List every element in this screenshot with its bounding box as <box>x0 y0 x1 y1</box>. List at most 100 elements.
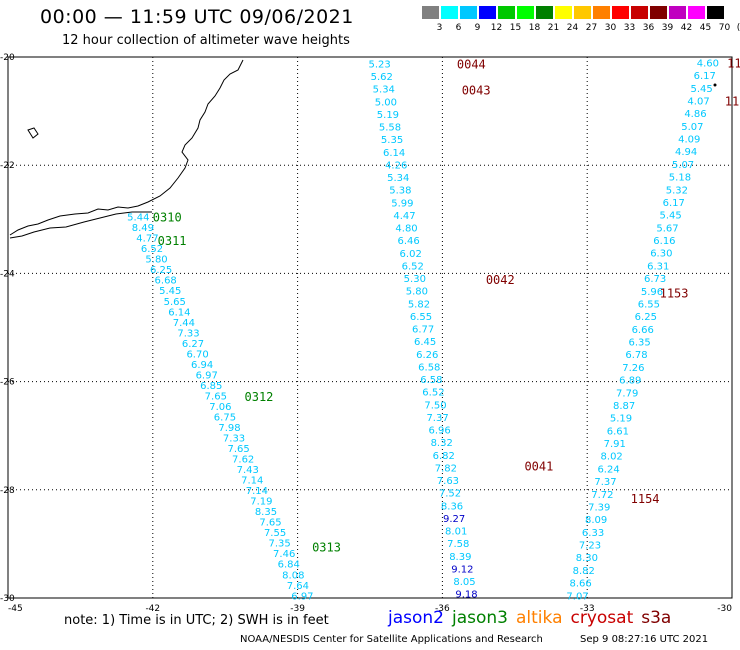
wave-height-value: 7.64 <box>287 581 309 592</box>
wave-height-value: 5.30 <box>404 274 426 285</box>
wave-height-value: 6.96 <box>429 426 451 437</box>
wave-height-value: 6.46 <box>397 236 419 247</box>
wave-height-value: 7.65 <box>205 391 227 402</box>
wave-height-value: 8.05 <box>453 577 475 588</box>
scale-label: 9 <box>474 23 481 33</box>
wave-height-value: 6.58 <box>420 375 442 386</box>
satellite-legend-jason3: jason3 <box>452 608 508 628</box>
wave-height-value: 7.35 <box>269 539 291 550</box>
wave-height-value: 7.23 <box>579 541 601 552</box>
wave-height-value: 7.43 <box>237 465 259 476</box>
y-tick-label: -30 <box>0 594 15 604</box>
wave-height-value: 7.26 <box>622 363 644 374</box>
scale-swatch <box>479 6 496 19</box>
coastline <box>9 59 244 236</box>
wave-height-value: 7.39 <box>588 502 610 513</box>
wave-height-value: 8.82 <box>573 566 595 577</box>
satellite-legend-cryosat: cryosat <box>570 608 634 628</box>
pass-time-label: 0310 <box>153 211 182 225</box>
x-tick-label: -33 <box>580 604 595 614</box>
pass-time-label: 1153 <box>660 286 689 300</box>
wave-height-value: 8.39 <box>449 552 471 563</box>
wave-height-value: 6.61 <box>607 426 629 437</box>
x-tick-label: -36 <box>435 604 450 614</box>
wave-height-value: 6.97 <box>291 591 313 602</box>
x-tick-label: -30 <box>717 604 732 614</box>
wave-height-value: 4.47 <box>393 211 415 222</box>
wave-height-value: 7.62 <box>232 455 254 466</box>
wave-height-value: 9.27 <box>443 514 465 525</box>
page-subtitle: 12 hour collection of altimeter wave hei… <box>62 33 350 48</box>
generated-timestamp: Sep 9 08:27:16 UTC 2021 <box>580 634 709 645</box>
scale-label: 33 <box>623 23 636 33</box>
wave-height-value: 6.84 <box>278 560 300 571</box>
wave-height-value: 6.35 <box>628 338 650 349</box>
wave-height-value: 6.55 <box>638 299 660 310</box>
wave-height-value: 5.32 <box>666 185 688 196</box>
pass-time-label: 0042 <box>486 273 515 287</box>
wave-height-value: 8.36 <box>441 501 463 512</box>
wave-height-value: 7.07 <box>566 591 588 602</box>
scale-label: (ft) <box>736 23 740 33</box>
wave-height-value: 6.75 <box>214 412 236 423</box>
wave-height-value: 4.26 <box>385 160 407 171</box>
credit-line: NOAA/NESDIS Center for Satellite Applica… <box>240 634 543 645</box>
wave-height-value: 7.06 <box>209 402 231 413</box>
wave-height-value: 5.34 <box>373 85 395 96</box>
scale-swatch <box>555 6 572 19</box>
scale-swatch <box>422 6 439 19</box>
scale-swatch <box>574 6 591 19</box>
wave-height-value: 4.80 <box>395 224 417 235</box>
wave-height-value: 6.58 <box>418 362 440 373</box>
wave-height-value: 5.45 <box>659 211 681 222</box>
wave-height-value: 6.25 <box>635 312 657 323</box>
scale-swatch <box>498 6 515 19</box>
scale-swatch <box>460 6 477 19</box>
scale-label: 21 <box>547 23 560 33</box>
wave-height-value: 6.31 <box>647 261 669 272</box>
wave-height-value: 6.14 <box>168 307 190 318</box>
y-tick-label: -22 <box>0 161 15 171</box>
wave-height-value: 8.32 <box>431 438 453 449</box>
footer-note: note: 1) Time is in UTC; 2) SWH is in fe… <box>64 613 329 628</box>
scale-swatch <box>669 6 686 19</box>
wave-height-value: 7.72 <box>591 490 613 501</box>
y-tick-label: -28 <box>0 486 15 496</box>
wave-height-value: 6.82 <box>433 451 455 462</box>
wave-height-value: 6.94 <box>191 360 213 371</box>
island <box>27 127 39 139</box>
y-tick-label: -20 <box>0 53 15 63</box>
wave-height-value: 6.27 <box>182 339 204 350</box>
wave-height-value: 5.82 <box>408 299 430 310</box>
wave-height-value: 8.66 <box>570 579 592 590</box>
wave-height-value: 6.52 <box>422 388 444 399</box>
pass-time-label: 1154 <box>631 492 660 506</box>
wave-height-value: 6.52 <box>402 261 424 272</box>
wave-height-value: 6.70 <box>186 349 208 360</box>
wave-height-value: 7.46 <box>273 549 295 560</box>
scale-swatch <box>631 6 648 19</box>
pass-time-label: 0041 <box>524 459 553 473</box>
satellite-legend-s3a: s3a <box>641 608 672 628</box>
x-tick-label: -39 <box>290 604 305 614</box>
coastline-bay <box>9 211 152 239</box>
wave-height-value: 5.07 <box>672 160 694 171</box>
wave-height-value: 5.35 <box>381 135 403 146</box>
wave-height-value: 5.58 <box>379 123 401 134</box>
scale-swatch <box>441 6 458 19</box>
wave-height-value: 5.19 <box>610 414 632 425</box>
wave-height-value: 6.30 <box>650 249 672 260</box>
altimeter-tracks: 5.448.494.776.525.806.256.685.455.656.14… <box>127 58 719 602</box>
wave-height-value: 7.37 <box>426 413 448 424</box>
wave-height-value: 7.44 <box>173 318 195 329</box>
scale-swatch <box>536 6 553 19</box>
pass-time-label: 115 <box>727 56 740 70</box>
scale-label: 12 <box>490 23 503 33</box>
wave-height-value: 5.99 <box>391 198 413 209</box>
wave-height-value: 8.30 <box>576 553 598 564</box>
wave-height-value: 6.17 <box>694 71 716 82</box>
wave-height-value: 8.87 <box>613 401 635 412</box>
satellite-legend-jason2: jason2 <box>388 608 444 628</box>
wave-height-value: 7.33 <box>177 328 199 339</box>
